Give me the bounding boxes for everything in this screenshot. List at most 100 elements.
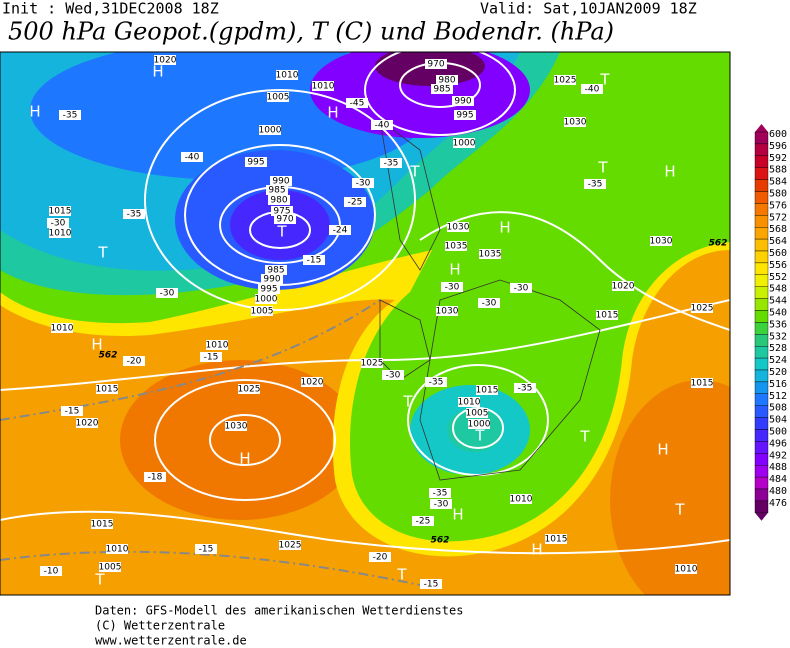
colorbar-label: 568 (769, 224, 787, 235)
isobar-label: 1010 (510, 495, 533, 505)
isotherm-label-bg (369, 552, 391, 562)
isobar-label-bg (545, 534, 567, 544)
colorbar-label: 548 (769, 284, 787, 295)
colorbar-label: 564 (769, 236, 787, 247)
colorbar-swatch (754, 465, 769, 478)
isotherm-label: -15 (307, 256, 322, 266)
colorbar-label: 512 (769, 391, 787, 402)
colorbar-label: 544 (769, 296, 787, 307)
isohypse-label: 562 (709, 239, 728, 249)
isobar-label: 1035 (445, 242, 468, 252)
colorbar-swatch (754, 262, 769, 275)
isobar-label: 985 (433, 85, 450, 95)
colorbar-cap (755, 512, 768, 521)
pressure-center: H (327, 104, 338, 122)
isobar-label-bg (245, 157, 267, 167)
isobar-label-bg (251, 306, 273, 316)
pressure-center: H (152, 63, 163, 81)
isotherm-label-bg (429, 488, 451, 498)
isobar-label: 1010 (312, 82, 335, 92)
isobar-label-bg (596, 310, 618, 320)
isobar-label: 1020 (76, 419, 99, 429)
isotherm-label: -25 (416, 517, 431, 527)
isobar-label: 1015 (91, 520, 114, 530)
isotherm-label-bg (200, 352, 222, 362)
isotherm-label: -15 (65, 407, 80, 417)
isotherm-label: -10 (44, 567, 59, 577)
isotherm-label: -40 (375, 121, 390, 131)
isobar-label-bg (650, 236, 672, 246)
isotherm-label-bg (382, 370, 404, 380)
colorbar-label: 528 (769, 343, 787, 354)
isobar-label-bg (691, 303, 713, 313)
pressure-center: T (674, 501, 685, 519)
isotherm-label: -30 (386, 371, 401, 381)
pressure-center: T (597, 159, 608, 177)
isobar-label: 1025 (691, 304, 714, 314)
colorbar-label: 520 (769, 367, 787, 378)
colorbar-label: 476 (769, 498, 787, 509)
isobar-label: 1020 (612, 282, 635, 292)
pressure-center: H (657, 441, 668, 459)
colorbar-label: 504 (769, 415, 787, 426)
isotherm-label: -20 (127, 357, 142, 367)
isobar-label: 980 (438, 76, 455, 86)
isobar-label: 1005 (267, 93, 290, 103)
valid-time: Valid: Sat,10JAN2009 18Z (480, 0, 697, 18)
isotherm-label: -45 (350, 99, 365, 109)
isotherm-label-bg (352, 178, 374, 188)
isobar-label-bg (49, 206, 71, 216)
pressure-center: H (664, 163, 675, 181)
isotherm-label: -30 (160, 289, 175, 299)
isobar-label-bg (612, 281, 634, 291)
colorbar-swatch (754, 131, 769, 145)
colorbar-swatch (754, 441, 769, 454)
colorbar-cap (755, 124, 768, 132)
isobar-label-bg (453, 138, 475, 148)
isobar-label: 1025 (361, 359, 384, 369)
isobar-label: 1010 (106, 545, 129, 555)
isobar-label-bg (466, 408, 488, 418)
colorbar-swatch (754, 191, 769, 204)
isobar-label-bg (431, 84, 453, 94)
isobar-label-bg (51, 323, 73, 333)
isotherm-label: -35 (127, 210, 142, 220)
isobar-label-bg (106, 544, 128, 554)
isotherm-label-bg (441, 282, 463, 292)
isobar-label-bg (554, 75, 576, 85)
colorbar-swatch (754, 274, 769, 287)
isotherm-label: -15 (204, 353, 219, 363)
pressure-center: T (402, 393, 413, 411)
isobar-label-bg (452, 96, 474, 106)
colorbar-swatch (754, 179, 769, 192)
map-field (0, 52, 730, 595)
isobar-label: 990 (263, 275, 280, 285)
isotherm-label-bg (346, 98, 368, 108)
isobar-label: 985 (267, 266, 284, 276)
isobar-label-bg (258, 284, 280, 294)
isotherm-label-bg (40, 566, 62, 576)
isotherm-label-bg (584, 179, 606, 189)
colorbar-swatch (754, 381, 769, 394)
colorbar-label: 516 (769, 379, 787, 390)
colorbar-label: 592 (769, 153, 787, 164)
colorbar-swatch (754, 417, 769, 430)
isobar-label: 1035 (479, 250, 502, 260)
isobar-label: 970 (427, 60, 444, 70)
isobar-label: 1015 (545, 535, 568, 545)
isotherm-label: -35 (384, 159, 399, 169)
colorbar-label: 524 (769, 355, 787, 366)
colorbar-swatch (754, 369, 769, 383)
pressure-center: T (579, 428, 590, 446)
isobar-label-bg (206, 340, 228, 350)
colorbar-label: 600 (769, 129, 787, 140)
isobar-label: 1025 (238, 385, 261, 395)
isobar-label-bg (99, 562, 121, 572)
isobar-label-bg (49, 228, 71, 238)
isobar-label-bg (274, 214, 296, 224)
isobar-label: 995 (456, 111, 473, 121)
isobar-label-bg (267, 92, 289, 102)
isobar-label: 1030 (447, 223, 470, 233)
